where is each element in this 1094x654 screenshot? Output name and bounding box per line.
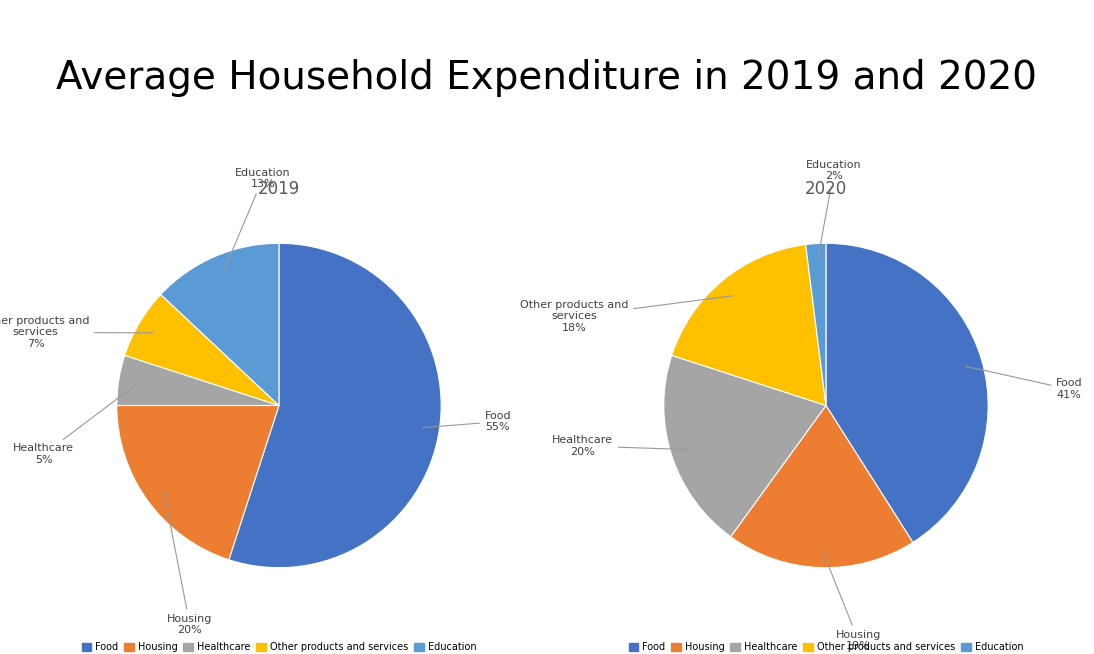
- Legend: Food, Housing, Healthcare, Other products and services, Education: Food, Housing, Healthcare, Other product…: [625, 638, 1027, 654]
- Wedge shape: [826, 243, 988, 542]
- Text: Housing
20%: Housing 20%: [164, 492, 212, 635]
- Text: Healthcare
20%: Healthcare 20%: [552, 435, 687, 457]
- Wedge shape: [672, 245, 826, 405]
- Wedge shape: [229, 243, 441, 568]
- Wedge shape: [664, 355, 826, 537]
- Wedge shape: [117, 405, 279, 560]
- Legend: Food, Housing, Healthcare, Other products and services, Education: Food, Housing, Healthcare, Other product…: [78, 638, 480, 654]
- Text: Education
2%: Education 2%: [806, 160, 862, 260]
- Title: 2019: 2019: [258, 181, 300, 198]
- Text: Healthcare
5%: Healthcare 5%: [13, 385, 136, 465]
- Text: Average Household Expenditure in 2019 and 2020: Average Household Expenditure in 2019 an…: [57, 59, 1037, 97]
- Text: Food
55%: Food 55%: [422, 411, 511, 432]
- Text: Education
13%: Education 13%: [223, 167, 291, 272]
- Title: 2020: 2020: [805, 181, 847, 198]
- Text: Other products and
services
18%: Other products and services 18%: [521, 296, 732, 333]
- Wedge shape: [731, 405, 912, 568]
- Text: Housing
19%: Housing 19%: [823, 551, 881, 651]
- Text: Other products and
services
7%: Other products and services 7%: [0, 316, 153, 349]
- Wedge shape: [125, 294, 279, 405]
- Wedge shape: [117, 355, 279, 405]
- Wedge shape: [805, 243, 826, 405]
- Text: Food
41%: Food 41%: [966, 366, 1083, 400]
- Wedge shape: [161, 243, 279, 405]
